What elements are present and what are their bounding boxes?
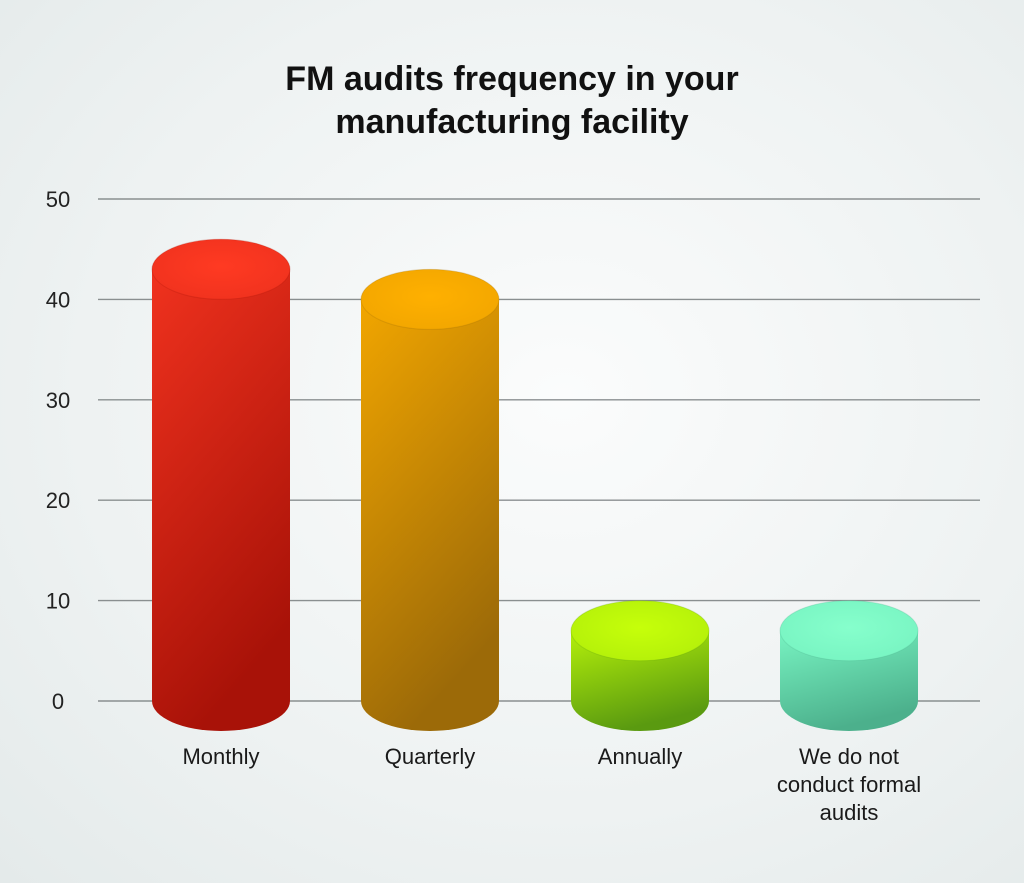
y-axis: 0 10 20 30 40 50 [46, 187, 70, 714]
bar [151, 238, 291, 731]
y-tick-label: 10 [46, 589, 70, 614]
chart-title: FM audits frequency in your manufacturin… [0, 58, 1024, 144]
chart-title-line-1: FM audits frequency in your [285, 60, 739, 98]
bar-top [570, 600, 710, 662]
bar [570, 600, 710, 731]
bar-body [361, 299, 499, 731]
bar-top [151, 238, 291, 300]
bar [360, 268, 500, 731]
bar [779, 600, 919, 731]
bars [151, 238, 919, 731]
x-category-label: Monthly [182, 744, 259, 769]
y-tick-label: 30 [46, 388, 70, 413]
y-tick-label: 40 [46, 287, 70, 312]
bar-top [779, 600, 919, 662]
x-axis: Monthly Quarterly Annually We do not conduct… [182, 744, 921, 825]
bar-top [360, 268, 500, 330]
x-category-label: We do not conduct formal audits [777, 744, 921, 825]
y-tick-label: 20 [46, 488, 70, 513]
y-tick-label: 0 [52, 689, 64, 714]
x-category-label: Quarterly [385, 744, 475, 769]
x-category-label: Annually [598, 744, 682, 769]
y-tick-label: 50 [46, 187, 70, 212]
bar-body [152, 269, 290, 731]
chart-title-line-2: manufacturing facility [335, 103, 689, 141]
